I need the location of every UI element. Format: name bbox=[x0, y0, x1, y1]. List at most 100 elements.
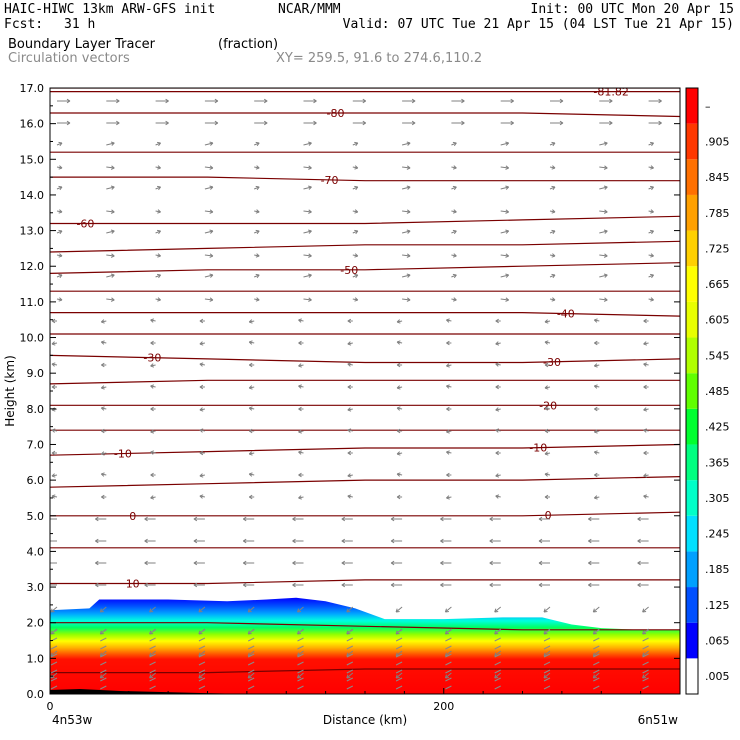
colorbar-swatch bbox=[686, 408, 698, 445]
contour-line bbox=[50, 511, 680, 517]
circulation-vector bbox=[451, 185, 457, 191]
circulation-vector bbox=[247, 672, 255, 679]
field-name: Boundary Layer Tracer bbox=[8, 37, 156, 52]
circulation-vector bbox=[106, 98, 120, 104]
circulation-vector bbox=[594, 406, 600, 412]
temperature-contours: 10 0 0 -10 -10 -20 -30 -30 -40 -50 -60 -70 -80 -81.82 bbox=[50, 88, 680, 674]
y-tick-label: 9.0 bbox=[27, 367, 45, 380]
circulation-vector bbox=[254, 229, 260, 235]
circulation-vector bbox=[247, 669, 255, 674]
circulation-vector bbox=[248, 340, 255, 345]
circulation-vector bbox=[549, 297, 556, 302]
init-time: Init: 00 UTC Mon 20 Apr 15 bbox=[531, 2, 735, 17]
forecast-hour: 31 h bbox=[64, 17, 95, 32]
organization: NCAR/MMM bbox=[278, 2, 341, 17]
circulation-vector bbox=[298, 495, 304, 500]
colorbar-label: .425 bbox=[705, 421, 730, 434]
circulation-vector bbox=[494, 629, 501, 634]
circulation-vector bbox=[298, 450, 304, 455]
circulation-vector bbox=[642, 672, 649, 679]
circulation-vector bbox=[642, 669, 649, 674]
circulation-vector bbox=[446, 363, 452, 368]
circulation-vector bbox=[593, 661, 600, 666]
circulation-vector bbox=[402, 297, 411, 302]
circulation-vector bbox=[396, 319, 403, 324]
circulation-vector bbox=[204, 209, 214, 214]
circulation-vector bbox=[588, 560, 600, 566]
circulation-vector bbox=[303, 273, 312, 278]
circulation-vector bbox=[150, 429, 156, 434]
circulation-vector bbox=[588, 582, 600, 588]
colorbar-label: .665 bbox=[705, 278, 730, 291]
circulation-vector bbox=[588, 538, 600, 544]
circulation-vector bbox=[248, 451, 255, 456]
circulation-vector bbox=[637, 538, 649, 544]
circulation-vector bbox=[648, 273, 654, 279]
circulation-vector bbox=[599, 253, 608, 258]
circulation-vector bbox=[204, 253, 214, 258]
contour-line bbox=[50, 354, 680, 364]
circulation-vector bbox=[352, 297, 359, 302]
circulation-vector bbox=[56, 141, 63, 147]
circulation-vector bbox=[347, 341, 353, 346]
y-tick-label: 6.0 bbox=[27, 474, 45, 487]
circulation-vector bbox=[401, 185, 411, 190]
circulation-vector bbox=[402, 253, 411, 258]
colorbar-swatch bbox=[686, 194, 698, 231]
circulation-vector bbox=[57, 98, 71, 104]
y-axis-label: Height (km) bbox=[3, 355, 17, 426]
circulation-vector bbox=[451, 253, 457, 258]
circulation-vector bbox=[50, 518, 57, 520]
circulation-vector bbox=[155, 229, 161, 235]
circulation-vector bbox=[56, 273, 63, 279]
circulation-vector bbox=[352, 209, 359, 214]
colorbar-label: .245 bbox=[705, 528, 730, 541]
circulation-vector bbox=[396, 406, 403, 411]
circulation-vector bbox=[247, 661, 255, 666]
circulation-vector bbox=[248, 494, 255, 500]
circulation-vector bbox=[297, 606, 304, 613]
colorbar-swatch bbox=[686, 337, 698, 374]
circulation-vector bbox=[489, 538, 501, 544]
circulation-vector bbox=[247, 685, 255, 690]
circulation-vector bbox=[440, 582, 452, 588]
circulation-vector bbox=[51, 494, 58, 499]
contour-line bbox=[50, 668, 680, 674]
circulation-vector bbox=[544, 319, 551, 324]
y-tick-label: 8.0 bbox=[27, 403, 45, 416]
circulation-vector bbox=[149, 685, 156, 690]
circulation-vector bbox=[440, 560, 452, 566]
circulation-vector bbox=[346, 685, 354, 690]
circulation-vector bbox=[297, 637, 304, 642]
circulation-vector bbox=[352, 98, 367, 104]
colorbar-label: .065 bbox=[705, 635, 730, 648]
circulation-vector bbox=[56, 165, 63, 170]
circulation-vector bbox=[588, 516, 600, 522]
circulation-vector bbox=[494, 645, 501, 650]
contour-line bbox=[50, 579, 680, 585]
circulation-vector bbox=[352, 253, 359, 258]
circulation-vector bbox=[451, 98, 465, 104]
circulation-vector bbox=[50, 606, 58, 613]
circulation-vector bbox=[204, 297, 214, 302]
circulation-vector bbox=[549, 209, 556, 214]
y-tick-label: 14.0 bbox=[20, 189, 45, 202]
circulation-vector bbox=[56, 253, 63, 258]
circulation-vector bbox=[199, 473, 205, 478]
circulation-vector bbox=[637, 560, 649, 566]
x-axis: 0 200 bbox=[47, 688, 642, 713]
circulation-vector bbox=[346, 645, 354, 650]
circulation-vector bbox=[297, 685, 304, 690]
circulation-vector bbox=[204, 120, 219, 126]
circulation-vector bbox=[500, 209, 510, 214]
circulation-vector bbox=[50, 584, 57, 586]
circulation-vector bbox=[396, 385, 403, 390]
circulation-vector bbox=[106, 185, 115, 190]
circulation-vector bbox=[401, 141, 411, 146]
circulation-vector bbox=[642, 685, 649, 690]
circulation-vector bbox=[50, 540, 57, 542]
plot-area: 10 0 0 -10 -10 -20 -30 -30 -40 -50 -60 -70 -80 -81.82 bbox=[50, 88, 680, 694]
circulation-vector bbox=[106, 297, 115, 302]
circulation-vector bbox=[149, 661, 156, 666]
circulation-vector bbox=[347, 407, 353, 412]
